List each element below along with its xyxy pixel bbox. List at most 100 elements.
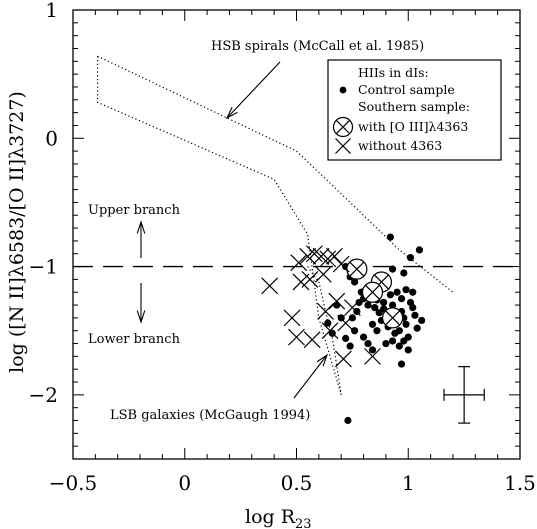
control-sample-point xyxy=(373,327,381,335)
control-sample-point xyxy=(389,265,397,273)
control-sample-point xyxy=(324,319,332,327)
southern-without-4363-point xyxy=(328,292,346,310)
southern-with-4363-point xyxy=(346,258,368,280)
lsb-arrow-head xyxy=(316,353,329,367)
control-sample-point xyxy=(409,304,417,312)
southern-without-4363-point xyxy=(364,347,381,365)
control-sample-point xyxy=(389,301,397,309)
control-sample-point xyxy=(371,304,379,312)
southern-with-4363-point xyxy=(361,281,384,303)
southern-without-4363-point-stroke xyxy=(261,277,279,295)
hsb-arrow-shaft xyxy=(226,61,281,119)
control-sample-point xyxy=(344,416,352,425)
southern-without-4363-point xyxy=(319,250,337,268)
southern-without-4363-point-stroke xyxy=(301,270,319,288)
southern-without-4363-point-stroke xyxy=(328,292,346,310)
legend-entry-label: without 4363 xyxy=(358,138,442,153)
southern-without-4363-point xyxy=(283,309,301,327)
control-sample-point xyxy=(409,288,417,296)
southern-with-4363-point-stroke xyxy=(385,310,401,326)
control-sample-point xyxy=(364,301,372,309)
lsb-arrow xyxy=(293,353,329,399)
southern-without-4363-point xyxy=(288,328,305,346)
control-sample-point xyxy=(413,324,421,332)
control-sample-point xyxy=(400,269,408,277)
control-sample-point xyxy=(402,320,410,328)
southern-without-4363-point xyxy=(332,255,350,273)
x-tick-label: 0.5 xyxy=(281,471,313,495)
control-sample-point xyxy=(351,327,359,335)
southern-without-4363-point xyxy=(301,270,319,288)
legend-entry-label: Southern sample: xyxy=(358,99,470,114)
tick-labels-group: −0.5 0 0.5 1 1.5 −2 −1 0 1 xyxy=(29,0,536,495)
southern-without-4363-point xyxy=(317,303,334,320)
x-tick-label: 1 xyxy=(402,471,415,495)
southern-without-4363-point xyxy=(303,331,321,349)
southern-without-4363-point-stroke xyxy=(290,254,308,272)
hsb-arrow-head xyxy=(225,106,238,120)
control-sample-point xyxy=(333,301,341,309)
southern-without-4363-point-stroke xyxy=(326,247,343,265)
legend-entry-label: Control sample xyxy=(358,82,455,97)
southern-without-4363-point xyxy=(343,299,361,317)
southern-without-4363-point xyxy=(261,277,279,295)
southern-without-4363-point-stroke xyxy=(299,247,317,265)
lsb-arrow-shaft xyxy=(293,354,328,399)
control-sample-point xyxy=(397,360,406,368)
legend-dot-marker xyxy=(339,86,347,94)
southern-without-4363-point xyxy=(299,247,317,265)
southern-without-4363-point-stroke xyxy=(337,314,355,332)
southern-without-4363-point xyxy=(314,265,332,283)
southern-without-4363-point-stroke xyxy=(335,350,352,368)
control-sample-point xyxy=(404,346,412,354)
southern-without-4363-point-stroke xyxy=(312,247,330,265)
control-sample-point xyxy=(348,314,356,322)
upper-branch-arrow xyxy=(136,220,146,258)
x-axis-label: log R23 xyxy=(245,506,312,529)
hsb-spirals-label: HSB spirals (McCall et al. 1985) xyxy=(211,39,424,54)
control-sample-point xyxy=(415,246,424,254)
error-bar xyxy=(443,366,485,424)
southern-with-4363-point xyxy=(382,307,404,329)
control-sample-point xyxy=(346,342,354,350)
control-sample-point xyxy=(368,320,377,328)
southern-without-4363-point xyxy=(290,254,308,272)
control-sample-point xyxy=(351,278,359,286)
legend-box xyxy=(327,59,502,161)
southern-without-4363-point-stroke xyxy=(283,309,301,327)
legend-title: HIIs in dIs: xyxy=(358,65,429,80)
y-tick-label: 1 xyxy=(45,0,58,22)
southern-without-4363-point xyxy=(305,245,323,263)
lower-branch-arrow-head xyxy=(136,310,146,324)
southern-without-4363-point-stroke xyxy=(319,250,337,268)
southern-without-4363-point-stroke xyxy=(288,328,305,346)
southern-without-4363-point xyxy=(335,350,352,368)
ticks-group xyxy=(72,9,521,460)
control-sample-point xyxy=(364,339,372,348)
control-sample-point xyxy=(411,311,419,319)
control-sample-point xyxy=(389,337,397,345)
marks-group xyxy=(261,233,485,425)
upper-branch-label: Upper branch xyxy=(88,203,181,218)
regions-group xyxy=(73,55,520,396)
control-sample-point xyxy=(386,233,394,241)
control-sample-point xyxy=(380,298,388,307)
control-sample-point xyxy=(400,337,408,345)
y-axis-label: log ([N II]λ6583/[O II]λ3727) xyxy=(6,91,28,373)
southern-without-4363-point xyxy=(312,247,330,265)
southern-without-4363-point xyxy=(337,314,355,332)
southern-without-4363-point xyxy=(321,322,339,340)
x-tick-label: 1.5 xyxy=(504,471,536,495)
southern-without-4363-point-stroke xyxy=(303,331,321,349)
control-sample-point xyxy=(368,346,377,354)
control-sample-point xyxy=(393,288,401,296)
southern-without-4363-point-stroke xyxy=(364,347,381,365)
x-tick-label: 0 xyxy=(178,471,191,495)
control-sample-point xyxy=(382,339,390,348)
lsb-region-boundary xyxy=(307,266,342,395)
upper-branch-arrow-head xyxy=(136,220,146,234)
southern-with-4363-point-stroke xyxy=(364,284,380,300)
lsb-galaxies-label: LSB galaxies (McGaugh 1994) xyxy=(110,408,310,423)
control-sample-point xyxy=(342,334,350,343)
